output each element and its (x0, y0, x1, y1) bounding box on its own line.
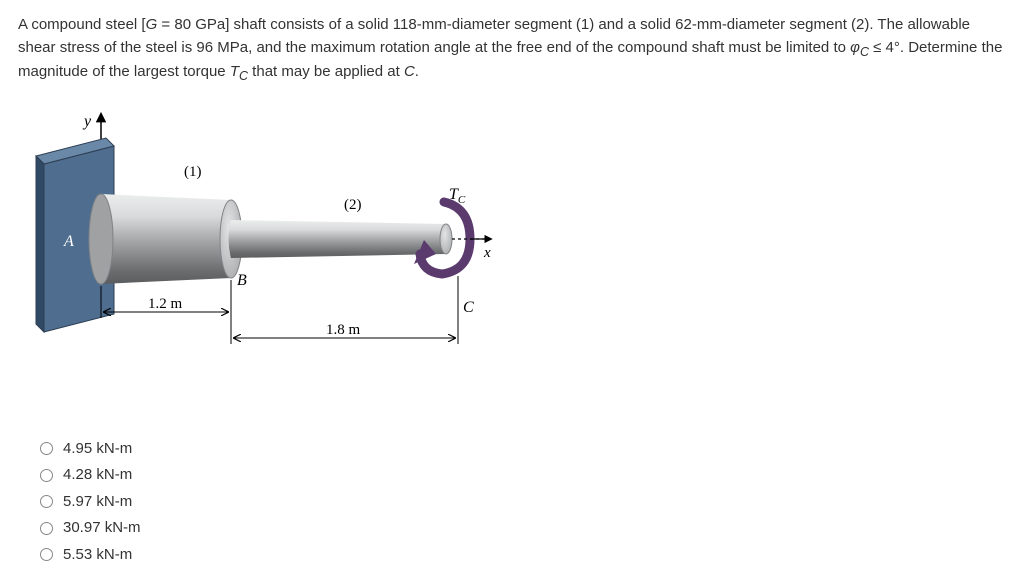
option-row[interactable]: 4.95 kN-m (40, 438, 1006, 461)
option-label: 4.95 kN-m (63, 438, 132, 461)
text: A compound steel [ (18, 16, 146, 33)
label-B: B (237, 272, 247, 289)
dim-2: 1.8 m (234, 276, 458, 344)
option-label: 30.97 kN-m (63, 517, 141, 540)
sub-C: C (860, 45, 869, 59)
label-y: y (82, 113, 92, 130)
radio-icon[interactable] (40, 442, 53, 455)
radio-icon[interactable] (40, 522, 53, 535)
option-label: 5.53 kN-m (63, 544, 132, 567)
label-A: A (63, 233, 74, 250)
var-phi: φ (850, 39, 860, 56)
text: to (833, 39, 850, 56)
var-G: G (146, 16, 158, 33)
dim2-text: 1.8 m (326, 322, 361, 338)
var-T: T (230, 63, 239, 80)
radio-icon[interactable] (40, 469, 53, 482)
dim1-text: 1.2 m (148, 296, 183, 312)
problem-statement: A compound steel [G = 80 GPa] shaft cons… (18, 14, 1006, 86)
option-row[interactable]: 30.97 kN-m (40, 517, 1006, 540)
option-row[interactable]: 4.28 kN-m (40, 464, 1006, 487)
text: . (415, 63, 419, 80)
shaft-figure: y (1) (2) TC x A B C 1.2 m (26, 104, 1006, 402)
label-C: C (463, 299, 474, 316)
radio-icon[interactable] (40, 495, 53, 508)
shaft-svg: y (1) (2) TC x A B C 1.2 m (26, 104, 496, 394)
text: = 80 GPa] shaft consists of a solid 118-… (157, 16, 903, 33)
option-row[interactable]: 5.97 kN-m (40, 491, 1006, 514)
answer-options: 4.95 kN-m 4.28 kN-m 5.97 kN-m 30.97 kN-m… (40, 438, 1006, 567)
option-row[interactable]: 5.53 kN-m (40, 544, 1006, 567)
radio-icon[interactable] (40, 548, 53, 561)
label-seg1: (1) (184, 164, 202, 180)
var-C: C (404, 63, 415, 80)
label-seg2: (2) (344, 197, 362, 213)
dim-1: 1.2 m (101, 280, 231, 344)
segment-1 (89, 194, 242, 284)
text: that may be applied at (248, 63, 404, 80)
label-x: x (483, 245, 491, 261)
option-label: 5.97 kN-m (63, 491, 132, 514)
option-label: 4.28 kN-m (63, 464, 132, 487)
sub-C2: C (239, 69, 248, 83)
